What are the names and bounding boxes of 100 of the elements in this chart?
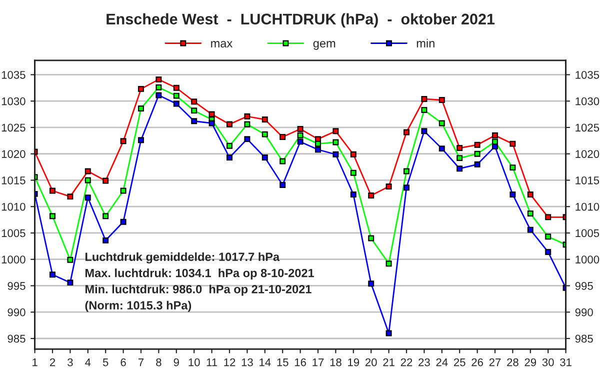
x-tick-label: 25: [454, 358, 466, 366]
point: [102, 237, 109, 244]
x-tick-label: 22: [400, 358, 412, 366]
point: [208, 120, 215, 126]
point: [421, 128, 428, 134]
point: [156, 76, 162, 82]
point: [332, 139, 339, 146]
point: [244, 113, 250, 120]
point: [492, 132, 498, 138]
point: [474, 161, 480, 168]
annotation: Luchtdruk gemiddelde: 1017.7 hPa: [86, 252, 280, 264]
point: [50, 188, 56, 194]
point: [226, 121, 232, 128]
point: [350, 191, 356, 198]
point: [545, 234, 552, 240]
legend-label: min: [416, 38, 434, 48]
point: [438, 97, 445, 104]
y2-tick-label: 985: [575, 334, 593, 343]
point: [262, 154, 268, 161]
x-tick-label: 28: [507, 358, 518, 366]
point: [297, 126, 304, 132]
x-tick-label: 30: [542, 358, 554, 366]
y-tick-label: 995: [8, 282, 26, 290]
point: [226, 142, 232, 149]
point: [120, 218, 126, 225]
point: [67, 194, 74, 200]
point: [191, 118, 198, 124]
x-tick-label: 7: [138, 358, 144, 366]
x-tick-label: 6: [120, 358, 126, 366]
point: [510, 164, 516, 171]
point: [315, 140, 321, 147]
point: [404, 129, 410, 136]
point: [527, 191, 534, 198]
point: [474, 150, 480, 157]
x-tick-label: 4: [85, 358, 91, 366]
x-tick-label: 21: [383, 358, 394, 366]
point: [421, 107, 428, 114]
point: [84, 194, 91, 201]
x-tick-label: 12: [224, 358, 236, 366]
point: [120, 188, 126, 194]
x-tick-label: 9: [174, 358, 179, 366]
point: [173, 92, 180, 99]
legend-label: gem: [313, 41, 336, 50]
annotation: (Norm: 1015.3 hPa): [85, 300, 192, 312]
y2-tick-label: 1015: [576, 176, 600, 184]
point: [280, 158, 286, 164]
point: [156, 84, 162, 90]
x-tick-label: 16: [294, 358, 306, 366]
x-tick-label: 11: [206, 358, 218, 366]
y-tick-label: 1015: [2, 176, 26, 184]
point: [138, 86, 144, 92]
x-tick-label: 8: [156, 358, 162, 366]
point: [332, 151, 339, 158]
point: [510, 191, 516, 198]
y-tick-label: 1005: [2, 229, 26, 238]
point: [297, 138, 304, 145]
x-tick-label: 1: [32, 358, 38, 366]
x-tick-label: 20: [365, 358, 377, 366]
point: [244, 136, 250, 142]
legend-label: max: [211, 41, 232, 48]
point: [156, 92, 162, 98]
point: [545, 248, 552, 255]
y2-tick-label: 1020: [576, 150, 600, 158]
point: [386, 184, 392, 190]
point: [138, 105, 144, 112]
point: [545, 214, 552, 220]
x-tick-label: 29: [524, 358, 536, 366]
point: [67, 256, 74, 263]
x-tick-label: 3: [68, 358, 73, 366]
x-tick-label: 13: [242, 358, 253, 366]
y2-tick-label: 1005: [576, 229, 600, 238]
point: [492, 143, 498, 150]
point: [191, 98, 198, 105]
point: [102, 178, 109, 184]
y-tick-label: 1010: [2, 202, 26, 211]
point: [50, 213, 56, 220]
point: [368, 280, 374, 287]
point: [404, 184, 410, 191]
annotation: Max. luchtdruk: 1034.1 hPa op 8-10-2021: [86, 268, 314, 280]
x-tick-label: 24: [436, 358, 448, 366]
x-tick-label: 31: [560, 358, 572, 366]
x-tick-label: 27: [489, 358, 501, 366]
point: [527, 226, 534, 233]
point: [262, 131, 268, 138]
y-tick-label: 990: [8, 308, 26, 316]
point: [84, 168, 91, 174]
x-tick-label: 2: [50, 358, 56, 366]
y2-tick-label: 990: [575, 308, 593, 316]
point: [173, 100, 180, 107]
point: [527, 210, 534, 216]
point: [226, 154, 232, 161]
point: [297, 132, 304, 138]
x-tick-label: 26: [472, 358, 483, 366]
point: [404, 168, 410, 174]
point: [262, 116, 268, 123]
y2-tick-label: 1035: [576, 70, 600, 79]
y2-tick-label: 1000: [576, 256, 600, 264]
x-tick-label: 19: [348, 358, 360, 366]
point: [438, 146, 445, 152]
y-tick-label: 1035: [2, 70, 26, 79]
